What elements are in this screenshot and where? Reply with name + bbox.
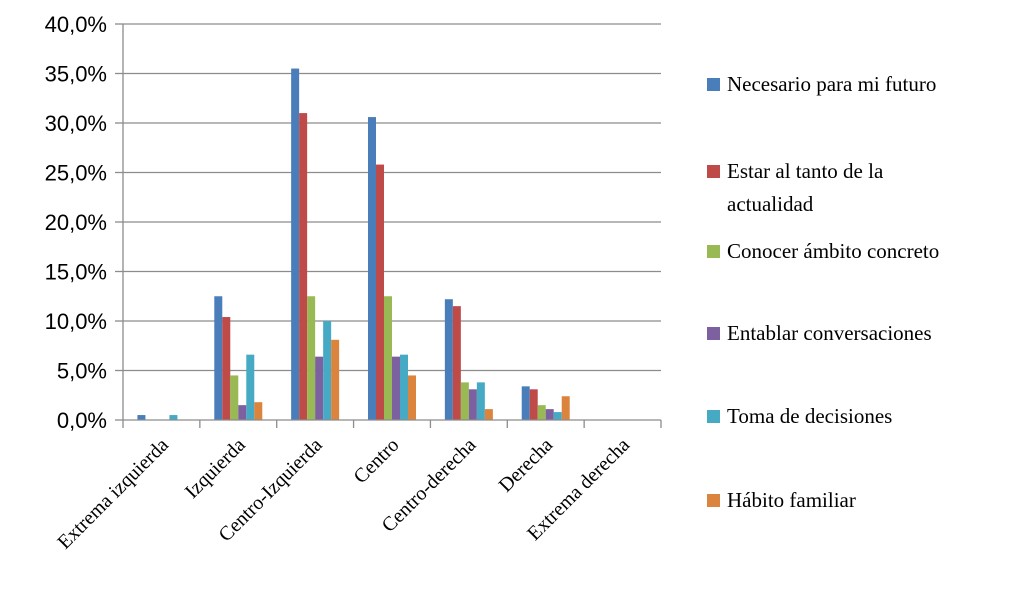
y-tick-label: 40,0% xyxy=(45,12,107,37)
bar xyxy=(476,382,485,420)
bar xyxy=(452,306,461,420)
x-tick-label: Centro xyxy=(349,434,403,488)
legend-swatch xyxy=(707,410,720,423)
legend-swatch xyxy=(707,245,720,258)
bar xyxy=(169,415,178,420)
bar xyxy=(299,113,308,420)
x-tick-label: Derecha xyxy=(495,434,558,497)
y-tick-label: 10,0% xyxy=(45,309,107,334)
bar xyxy=(561,396,570,420)
bar xyxy=(460,382,469,420)
bar xyxy=(137,415,146,420)
legend-swatch xyxy=(707,494,720,507)
axes xyxy=(115,23,662,428)
y-tick-label: 35,0% xyxy=(45,62,107,87)
bar xyxy=(222,317,231,420)
legend-swatch xyxy=(707,327,720,340)
bar xyxy=(400,354,408,420)
legend-label: Estar al tanto de la xyxy=(727,159,884,183)
legend-label: Entablar conversaciones xyxy=(727,321,932,345)
legend-label: actualidad xyxy=(727,192,814,216)
x-tick-label: Extrema izquierda xyxy=(53,434,173,554)
x-tick-label: Izquierda xyxy=(181,434,250,503)
bar xyxy=(537,405,546,420)
bar xyxy=(254,402,263,420)
bar xyxy=(484,409,493,420)
bar xyxy=(331,339,340,420)
legend-label: Hábito familiar xyxy=(727,488,856,512)
y-tick-label: 15,0% xyxy=(45,260,107,285)
bars xyxy=(137,68,570,421)
bar xyxy=(468,389,477,420)
legend: Necesario para mi futuro Estar al tanto d… xyxy=(707,72,939,512)
y-tick-label: 25,0% xyxy=(45,161,107,186)
bar xyxy=(323,321,332,420)
y-tick-label: 0,0% xyxy=(57,408,107,433)
y-axis-ticks: 0,0% 5,0% 10,0% 15,0% 20,0% 25,0% 30,0% 35,0% 40… xyxy=(45,12,107,433)
legend-label: Conocer ámbito concreto xyxy=(727,239,939,263)
bar xyxy=(368,117,376,420)
bar xyxy=(553,412,562,420)
gridlines xyxy=(123,23,661,372)
bar xyxy=(408,375,416,420)
legend-swatch xyxy=(707,165,720,178)
bar xyxy=(307,296,316,420)
y-tick-label: 5,0% xyxy=(57,359,107,384)
legend-label: Toma de decisiones xyxy=(727,404,892,428)
bar xyxy=(376,164,384,420)
legend-label: Necesario para mi futuro xyxy=(727,72,936,96)
bar xyxy=(444,299,453,420)
bar xyxy=(238,405,247,420)
y-tick-label: 30,0% xyxy=(45,111,107,136)
bar xyxy=(291,68,300,421)
y-tick-label: 20,0% xyxy=(45,210,107,235)
bar xyxy=(384,296,392,420)
bar xyxy=(521,386,530,420)
bar xyxy=(214,296,223,420)
legend-swatch xyxy=(707,78,720,91)
bar xyxy=(529,389,538,420)
bar xyxy=(230,375,239,420)
bar xyxy=(246,354,255,420)
bar xyxy=(315,356,324,420)
x-axis-ticks: Extrema izquierda IzquierdaCentro-Izquier… xyxy=(53,434,634,554)
bar xyxy=(392,356,400,420)
bar xyxy=(545,409,554,420)
